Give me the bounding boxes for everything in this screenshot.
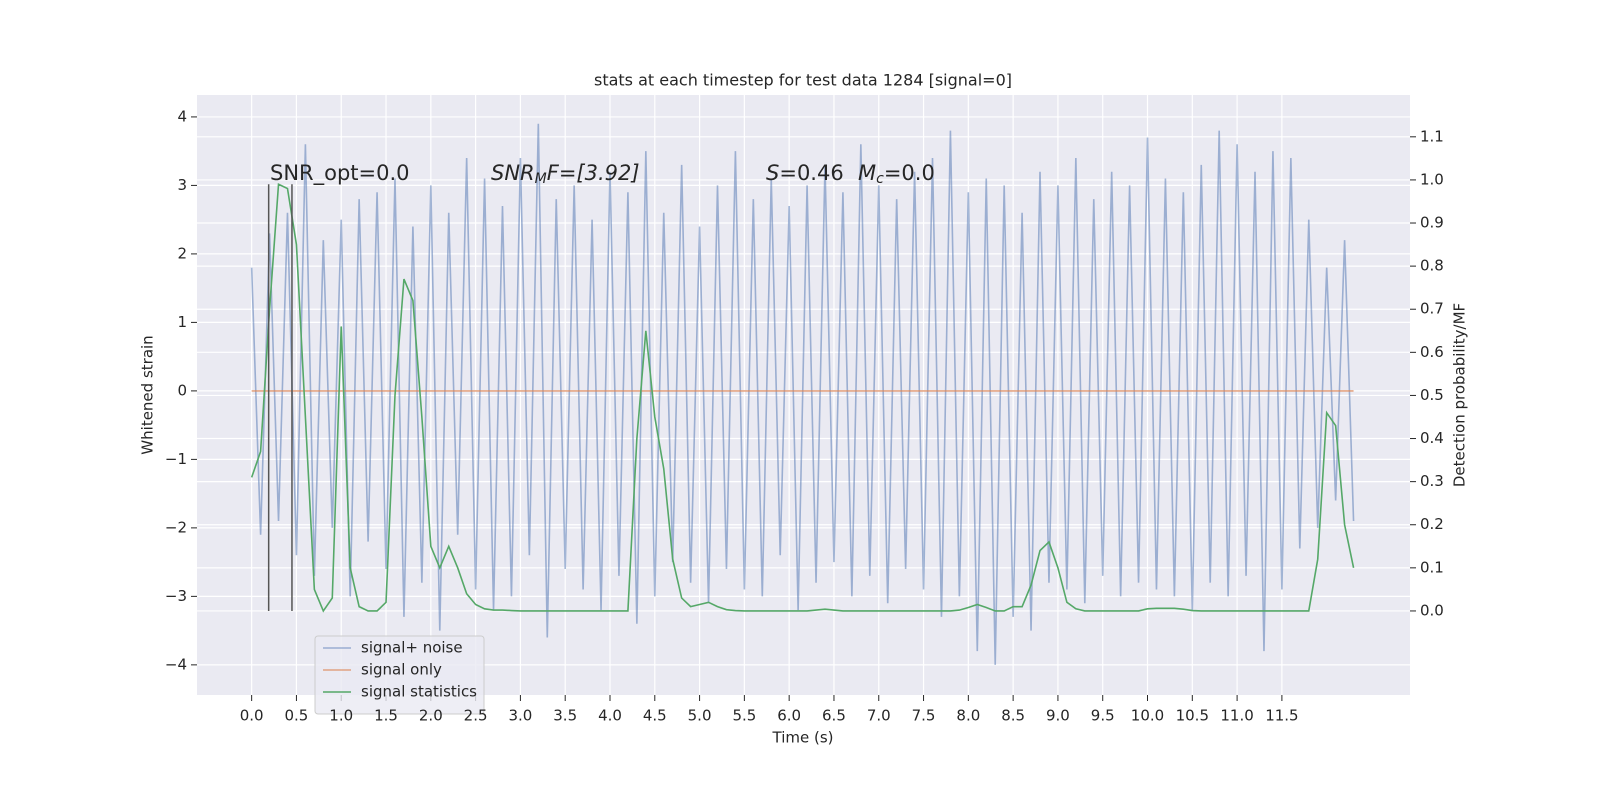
x-tick-label: 11.5 bbox=[1265, 707, 1298, 725]
y-tick-label: 1 bbox=[177, 313, 187, 331]
y-tick-label: −4 bbox=[165, 655, 187, 673]
marks bbox=[250, 123, 1355, 665]
x-tick-label: 2.0 bbox=[419, 707, 443, 725]
y-tick-label: −1 bbox=[165, 450, 187, 468]
annotation: SNRMF=[3.92] bbox=[491, 161, 640, 187]
y2-tick-label: 0.5 bbox=[1420, 386, 1444, 404]
x-tick-label: 4.0 bbox=[598, 707, 622, 725]
y-tick-label: 2 bbox=[177, 244, 187, 262]
chart-title: stats at each timestep for test data 128… bbox=[594, 71, 1012, 90]
y2-tick-label: 0.7 bbox=[1420, 300, 1444, 318]
x-tick-label: 1.5 bbox=[374, 707, 398, 725]
annotation: SNR_opt=0.0 bbox=[270, 161, 410, 186]
annotation: S=0.46 bbox=[766, 161, 844, 185]
x-tick-label: 2.5 bbox=[464, 707, 488, 725]
y2-tick-label: 1.0 bbox=[1420, 170, 1444, 188]
annotation-text: M bbox=[858, 161, 876, 185]
x-tick-label: 10.0 bbox=[1131, 707, 1164, 725]
x-tick-label: 11.0 bbox=[1220, 707, 1253, 725]
x-tick-label: 0.0 bbox=[240, 707, 264, 725]
annotation-subscript: M bbox=[535, 171, 547, 187]
y2-tick-label: 0.6 bbox=[1420, 343, 1444, 361]
x-tick-label: 10.5 bbox=[1176, 707, 1209, 725]
x-tick-label: 5.0 bbox=[688, 707, 712, 725]
y-tick-label: 4 bbox=[177, 107, 187, 125]
annotation-subscript: c bbox=[876, 171, 884, 187]
x-tick-label: 3.5 bbox=[553, 707, 577, 725]
x-tick-label: 6.0 bbox=[777, 707, 801, 725]
legend-box bbox=[314, 635, 485, 715]
x-tick-label: 7.5 bbox=[912, 707, 936, 725]
x-tick-label: 6.5 bbox=[822, 707, 846, 725]
annotation-text: =0.46 bbox=[779, 161, 843, 185]
x-tick-label: 3.0 bbox=[508, 707, 532, 725]
annotation-text: SNR_opt=0.0 bbox=[270, 161, 410, 186]
y-tick-label: 0 bbox=[177, 381, 187, 399]
y2-tick-label: 0.9 bbox=[1420, 214, 1444, 232]
annotation-text: S bbox=[766, 161, 779, 185]
x-tick-label: 9.5 bbox=[1091, 707, 1115, 725]
y2-tick-label: 0.4 bbox=[1420, 429, 1444, 447]
legend-label: signal only bbox=[361, 661, 442, 679]
y-tick-label: −3 bbox=[165, 587, 187, 605]
x-axis-label: Time (s) bbox=[772, 729, 834, 747]
annotation: Mc=0.0 bbox=[858, 161, 935, 187]
x-tick-label: 1.0 bbox=[329, 707, 353, 725]
x-tick-label: 8.5 bbox=[1001, 707, 1025, 725]
x-tick-label: 7.0 bbox=[867, 707, 891, 725]
y2-tick-label: 0.1 bbox=[1420, 558, 1444, 576]
y-tick-label: 3 bbox=[177, 176, 187, 194]
y2-tick-label: 0.8 bbox=[1420, 257, 1444, 275]
y2-tick-label: 0.3 bbox=[1420, 472, 1444, 490]
series-line bbox=[250, 123, 1355, 665]
y2-tick-label: 0.0 bbox=[1420, 601, 1444, 619]
annotation-text: =0.0 bbox=[884, 161, 935, 185]
x-tick-label: 0.5 bbox=[285, 707, 309, 725]
y2-axis-label: Detection probability/MF bbox=[1451, 303, 1469, 487]
y-axis-label: Whitened strain bbox=[139, 335, 157, 454]
y2-tick-label: 1.1 bbox=[1420, 127, 1444, 145]
annotation-text: SNR bbox=[491, 161, 535, 185]
x-tick-label: 5.5 bbox=[732, 707, 756, 725]
x-tick-label: 8.0 bbox=[956, 707, 980, 725]
y-tick-label: −2 bbox=[165, 518, 187, 536]
legend-label: signal+ noise bbox=[361, 639, 463, 657]
legend: signal+ noise signal only signal statistic… bbox=[314, 635, 485, 715]
annotation-text: F=[3.92] bbox=[547, 161, 640, 185]
x-tick-label: 9.0 bbox=[1046, 707, 1070, 725]
series-line bbox=[250, 182, 1355, 613]
legend-label: signal statistics bbox=[361, 683, 477, 701]
y2-tick-label: 0.2 bbox=[1420, 515, 1444, 533]
x-tick-label: 4.5 bbox=[643, 707, 667, 725]
